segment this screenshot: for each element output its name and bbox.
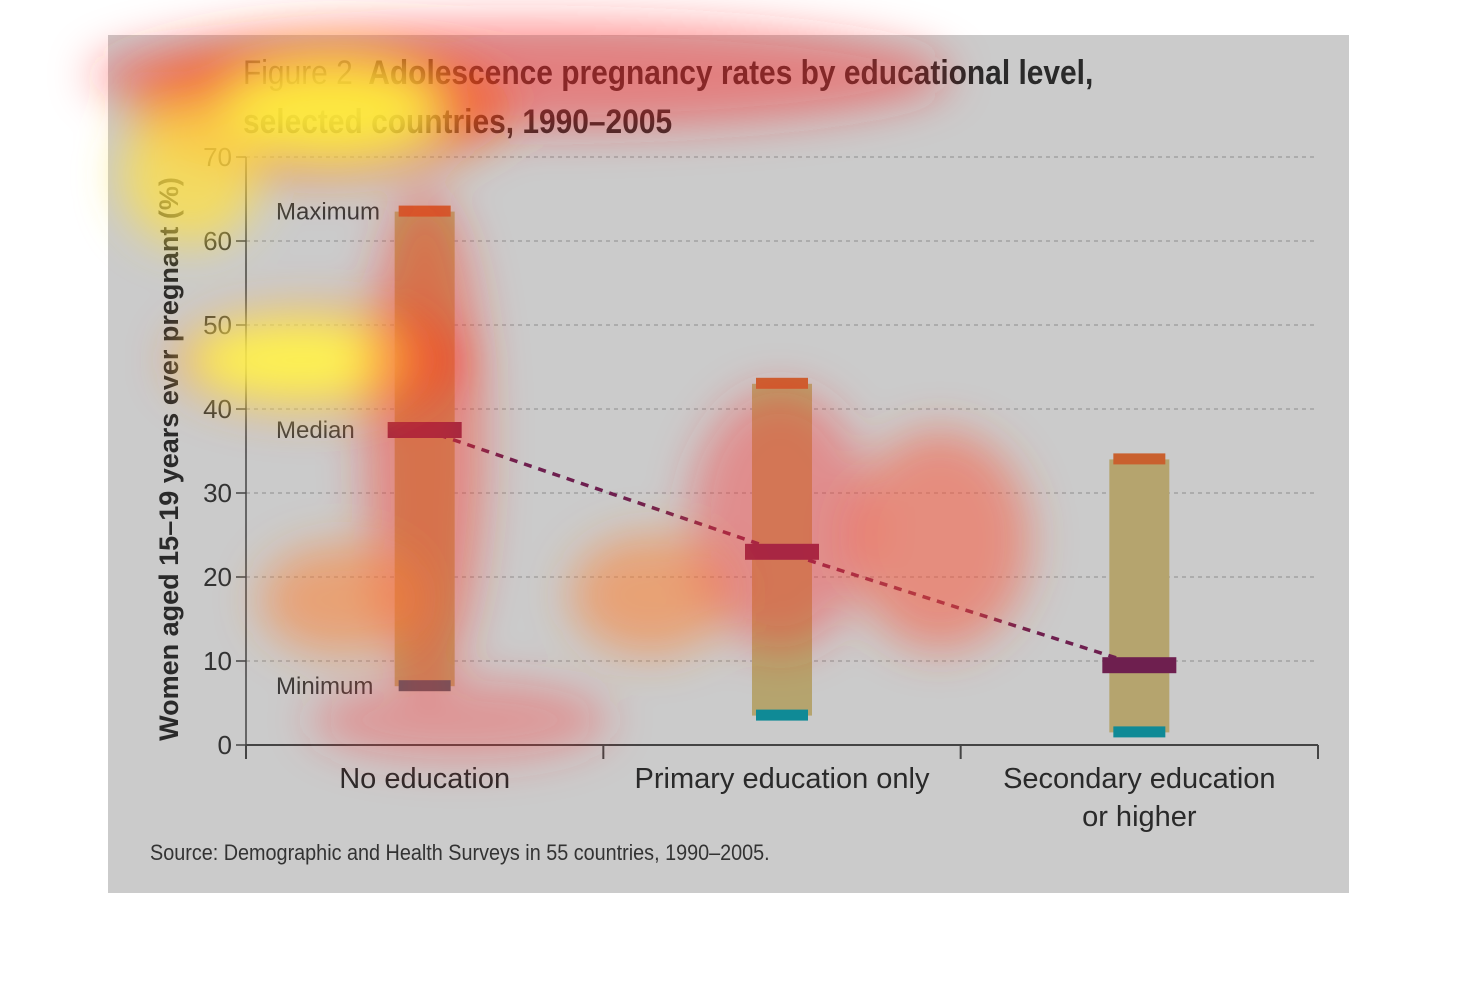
y-tick-label: 60 bbox=[203, 226, 232, 256]
y-tick-label: 0 bbox=[218, 730, 232, 760]
range-chart: 0 10 20 30 40 50 60 70 Women aged 15–19 years ev… bbox=[154, 142, 1319, 833]
minimum-marker bbox=[1113, 726, 1166, 738]
y-tick-label: 30 bbox=[203, 478, 232, 508]
legend-median-label: Median bbox=[276, 417, 355, 444]
maximum-marker bbox=[1113, 453, 1166, 465]
range-bar bbox=[394, 211, 455, 687]
legend-maximum-label: Maximum bbox=[276, 199, 380, 226]
x-category-label: Secondary education bbox=[1003, 763, 1275, 795]
minimum-marker bbox=[756, 709, 808, 721]
chart-panel: Figure 2 Adolescence pregnancy rates by … bbox=[108, 35, 1349, 893]
maximum-marker bbox=[398, 205, 451, 217]
x-category-label: or higher bbox=[1082, 801, 1197, 833]
y-tick-label: 20 bbox=[203, 562, 232, 592]
y-tick-label: 10 bbox=[203, 646, 232, 676]
y-tick-label: 40 bbox=[203, 394, 232, 424]
median-marker bbox=[1102, 657, 1177, 674]
median-marker bbox=[387, 422, 462, 438]
y-tick-label: 70 bbox=[203, 142, 232, 172]
range-bar bbox=[1109, 459, 1170, 733]
x-category-label: Primary education only bbox=[635, 763, 930, 795]
minimum-marker bbox=[398, 680, 451, 692]
y-axis-label: Women aged 15–19 years ever pregnant (%) bbox=[154, 177, 184, 741]
median-marker bbox=[745, 543, 819, 560]
y-tick-label: 50 bbox=[203, 310, 232, 340]
maximum-marker bbox=[756, 377, 808, 389]
source-note: Source: Demographic and Health Surveys i… bbox=[150, 840, 770, 865]
x-category-label: No education bbox=[339, 763, 510, 795]
legend-minimum-label: Minimum bbox=[276, 673, 373, 700]
